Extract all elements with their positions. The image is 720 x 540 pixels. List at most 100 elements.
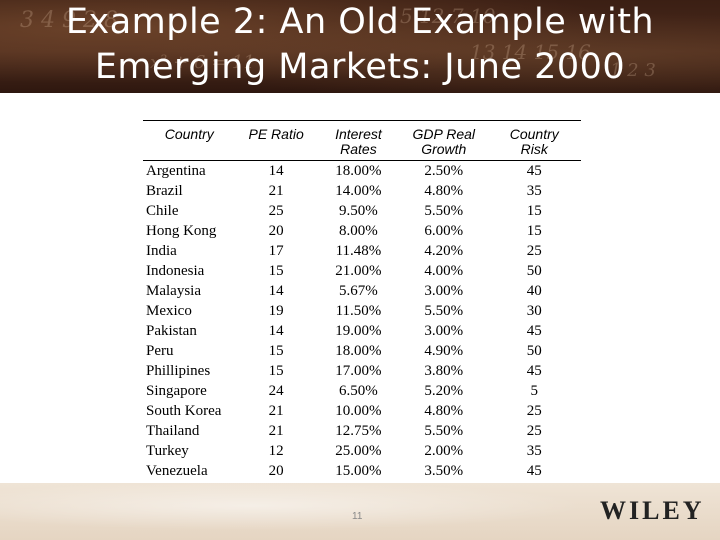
value-cell: 18.00% <box>335 343 382 359</box>
value-cell: 4.20% <box>424 243 464 259</box>
value-cell: 21 <box>268 403 284 419</box>
table-row: South Korea 21 10.00% 4.80% 25 <box>143 401 581 421</box>
value-cell: 45 <box>526 163 542 179</box>
emerging-markets-table: Country PE Ratio Interest Rates GDP Real Grow… <box>143 120 581 481</box>
value-cell: 45 <box>526 323 542 339</box>
table-row: Indonesia 15 21.00% 4.00% 50 <box>143 261 581 281</box>
table-row: Pakistan 14 19.00% 3.00% 45 <box>143 321 581 341</box>
value-cell: 6.50% <box>339 383 378 399</box>
table-row: Brazil 21 14.00% 4.80% 35 <box>143 181 581 201</box>
country-cell: South Korea <box>146 403 222 419</box>
footer-band <box>0 483 720 540</box>
value-cell: 3.00% <box>424 323 464 339</box>
country-cell: Mexico <box>146 303 192 319</box>
value-cell: 3.50% <box>424 463 464 479</box>
value-cell: 50 <box>526 343 542 359</box>
column-header-text: Country <box>509 126 559 142</box>
value-cell: 15 <box>268 343 284 359</box>
country-cell: Pakistan <box>146 323 197 339</box>
value-cell: 30 <box>526 303 542 319</box>
value-cell: 25 <box>526 403 542 419</box>
value-cell: 3.00% <box>424 283 464 299</box>
value-cell: 45 <box>526 463 542 479</box>
table-row: Venezuela 20 15.00% 3.50% 45 <box>143 461 581 481</box>
value-cell: 3.80% <box>424 363 464 379</box>
value-cell: 4.00% <box>424 263 464 279</box>
value-cell: 4.90% <box>424 343 464 359</box>
country-cell: India <box>146 243 177 259</box>
country-cell: Turkey <box>146 443 189 459</box>
value-cell: 45 <box>526 363 542 379</box>
value-cell: 14 <box>268 323 284 339</box>
column-header-text: GDP Real <box>412 126 476 142</box>
table-body: Argentina 14 18.00% 2.50% 45 Brazil 21 14.00% 4.… <box>143 161 581 482</box>
column-header-text: Rates <box>340 141 377 157</box>
value-cell: 25.00% <box>335 443 382 459</box>
country-cell: Phillipines <box>146 363 211 379</box>
column-header: Interest Rates <box>316 120 401 161</box>
value-cell: 6.00% <box>424 223 464 239</box>
value-cell: 15 <box>526 203 542 219</box>
wiley-logo: WILEY <box>600 496 705 525</box>
value-cell: 5.20% <box>424 383 464 399</box>
data-table-container: Country PE Ratio Interest Rates GDP Real Grow… <box>143 120 581 485</box>
value-cell: 4.80% <box>424 403 464 419</box>
table-row: Thailand 21 12.75% 5.50% 25 <box>143 421 581 441</box>
value-cell: 25 <box>526 423 542 439</box>
column-header: Country Risk <box>487 120 581 161</box>
country-cell: Brazil <box>146 183 183 199</box>
country-cell: Venezuela <box>146 463 208 479</box>
value-cell: 15 <box>268 263 284 279</box>
value-cell: 2.00% <box>424 443 464 459</box>
column-header-text: Interest <box>335 126 382 142</box>
column-header-text: PE Ratio <box>248 126 304 142</box>
value-cell: 19 <box>268 303 284 319</box>
title-banner: 3 4 9 2 8 5 12 7 10 13 14 15 16 x² + 6 =… <box>0 0 720 93</box>
country-cell: Argentina <box>146 163 206 179</box>
value-cell: 8.00% <box>339 223 378 239</box>
column-header: GDP Real Growth <box>400 120 488 161</box>
column-header: PE Ratio <box>235 120 317 161</box>
value-cell: 9.50% <box>339 203 378 219</box>
value-cell: 20 <box>268 223 284 239</box>
value-cell: 35 <box>526 443 542 459</box>
slide-title-line-1: Example 2: An Old Example with <box>65 2 655 42</box>
value-cell: 20 <box>268 463 284 479</box>
country-cell: Peru <box>146 343 174 359</box>
value-cell: 50 <box>526 263 542 279</box>
value-cell: 19.00% <box>335 323 382 339</box>
value-cell: 25 <box>268 203 284 219</box>
country-cell: Thailand <box>146 423 200 439</box>
country-cell: Malaysia <box>146 283 201 299</box>
value-cell: 11.48% <box>335 243 382 259</box>
country-cell: Hong Kong <box>146 223 217 239</box>
table-header-row: Country PE Ratio Interest Rates GDP Real Grow… <box>143 120 581 161</box>
value-cell: 5 <box>530 383 538 399</box>
value-cell: 12 <box>268 443 284 459</box>
value-cell: 11.50% <box>335 303 382 319</box>
value-cell: 21.00% <box>335 263 382 279</box>
slide-title-line-2: Emerging Markets: June 2000 <box>94 47 626 87</box>
value-cell: 14 <box>268 283 284 299</box>
value-cell: 15 <box>268 363 284 379</box>
value-cell: 14.00% <box>335 183 382 199</box>
value-cell: 25 <box>526 243 542 259</box>
column-header-text: Country <box>164 126 214 142</box>
value-cell: 35 <box>526 183 542 199</box>
column-header-text: Growth <box>421 141 467 157</box>
table-row: Mexico 19 11.50% 5.50% 30 <box>143 301 581 321</box>
value-cell: 4.80% <box>424 183 464 199</box>
column-header-text: Risk <box>520 141 548 157</box>
value-cell: 12.75% <box>335 423 382 439</box>
value-cell: 21 <box>268 423 284 439</box>
value-cell: 2.50% <box>424 163 464 179</box>
table-row: Phillipines 15 17.00% 3.80% 45 <box>143 361 581 381</box>
value-cell: 24 <box>268 383 284 399</box>
table-row: Peru 15 18.00% 4.90% 50 <box>143 341 581 361</box>
page-number: 11 <box>352 511 363 522</box>
value-cell: 17.00% <box>335 363 382 379</box>
value-cell: 18.00% <box>335 163 382 179</box>
value-cell: 5.67% <box>339 283 378 299</box>
table-row: Singapore 24 6.50% 5.20% 5 <box>143 381 581 401</box>
value-cell: 5.50% <box>424 423 464 439</box>
